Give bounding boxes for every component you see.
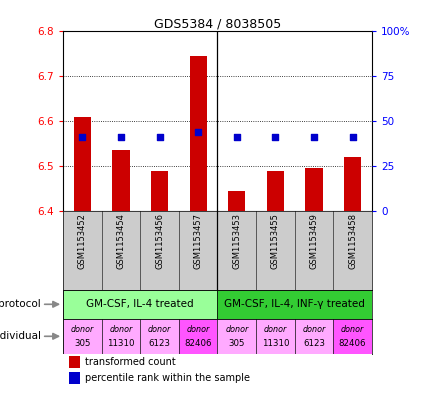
Point <box>310 134 317 140</box>
Text: donor: donor <box>186 325 209 334</box>
Text: 11310: 11310 <box>261 340 289 349</box>
Bar <box>227 191 245 211</box>
Text: protocol: protocol <box>0 299 41 309</box>
Bar <box>266 171 283 211</box>
Bar <box>305 169 322 211</box>
Text: donor: donor <box>340 325 363 334</box>
Text: GSM1153452: GSM1153452 <box>78 213 87 269</box>
Bar <box>189 56 207 211</box>
Text: donor: donor <box>225 325 248 334</box>
Title: GDS5384 / 8038505: GDS5384 / 8038505 <box>154 17 280 30</box>
Text: 11310: 11310 <box>107 340 135 349</box>
Bar <box>294 319 332 354</box>
Text: GSM1153458: GSM1153458 <box>347 213 356 270</box>
Text: donor: donor <box>71 325 94 334</box>
Bar <box>256 319 294 354</box>
Text: GSM1153459: GSM1153459 <box>309 213 318 269</box>
Text: percentile rank within the sample: percentile rank within the sample <box>85 373 249 383</box>
Point <box>194 129 201 136</box>
Text: GM-CSF, IL-4 treated: GM-CSF, IL-4 treated <box>86 299 194 309</box>
Bar <box>63 290 217 319</box>
Text: GSM1153457: GSM1153457 <box>193 213 202 270</box>
Text: GSM1153453: GSM1153453 <box>232 213 241 270</box>
Bar <box>151 171 168 211</box>
Text: 305: 305 <box>228 340 244 349</box>
Bar <box>102 319 140 354</box>
Text: 82406: 82406 <box>184 340 211 349</box>
Bar <box>343 157 361 211</box>
Text: 6123: 6123 <box>148 340 170 349</box>
Text: donor: donor <box>109 325 132 334</box>
Point <box>349 134 355 140</box>
Text: transformed count: transformed count <box>85 357 175 367</box>
Text: GM-CSF, IL-4, INF-γ treated: GM-CSF, IL-4, INF-γ treated <box>224 299 364 309</box>
Text: donor: donor <box>263 325 286 334</box>
Text: 305: 305 <box>74 340 90 349</box>
Text: donor: donor <box>148 325 171 334</box>
Point <box>117 134 124 140</box>
Text: individual: individual <box>0 331 41 341</box>
Point <box>79 134 85 140</box>
Bar <box>63 319 102 354</box>
Bar <box>112 151 129 211</box>
Text: 6123: 6123 <box>302 340 324 349</box>
Bar <box>217 290 371 319</box>
Point <box>156 134 163 140</box>
Bar <box>217 319 256 354</box>
Bar <box>69 356 80 368</box>
Point <box>233 134 240 140</box>
Bar <box>69 372 80 384</box>
Text: GSM1153456: GSM1153456 <box>155 213 164 270</box>
Bar <box>178 319 217 354</box>
Text: GSM1153455: GSM1153455 <box>270 213 279 269</box>
Bar <box>332 319 371 354</box>
Text: GSM1153454: GSM1153454 <box>116 213 125 269</box>
Text: donor: donor <box>302 325 325 334</box>
Bar <box>73 117 91 211</box>
Point <box>271 134 278 140</box>
Text: 82406: 82406 <box>338 340 365 349</box>
Bar <box>140 319 178 354</box>
